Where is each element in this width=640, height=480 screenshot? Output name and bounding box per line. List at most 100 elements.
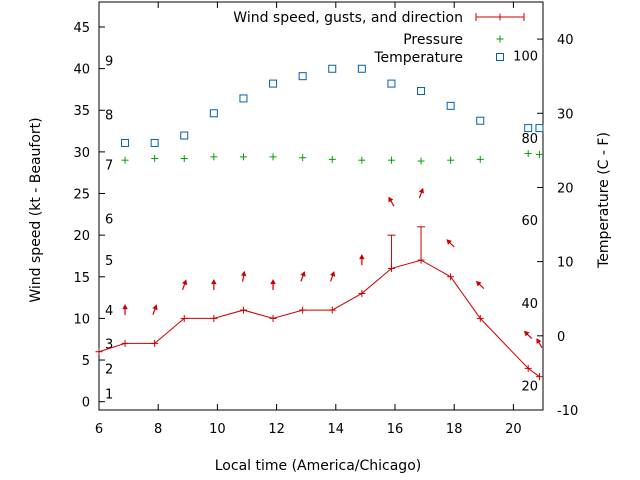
temperature-point (209, 109, 218, 118)
wind-direction-arrow (240, 270, 247, 282)
pressure-point (328, 155, 336, 163)
temperature-point (328, 64, 337, 73)
beaufort-label: 8 (105, 108, 113, 123)
pressure-point (121, 156, 129, 164)
y2-tick-label: 40 (557, 33, 574, 48)
y-tick-label: 25 (73, 188, 90, 203)
y2-tick-label: 10 (557, 256, 574, 271)
pressure-point (447, 156, 455, 164)
wind-direction-arrow (388, 196, 395, 207)
temperature-point (239, 94, 248, 103)
gust-bar (417, 226, 426, 261)
plot-frame (98, 1, 544, 411)
wind-speed-point (299, 306, 307, 314)
wind-speed-point (180, 314, 188, 322)
y2-tick-label: 20 (557, 181, 574, 196)
beaufort-label: 2 (105, 362, 113, 377)
wind-speed-line (98, 259, 540, 378)
wind-speed-point (121, 339, 129, 347)
beaufort-label: 3 (105, 337, 113, 352)
y-axis-label: Wind speed (kt - Beaufort) (28, 117, 44, 302)
gust-bar (387, 234, 396, 269)
temperature-point (387, 79, 396, 88)
axes-layer: 6 8 10 12 14 16 18 20051015202530354045-1001020… (73, 1, 578, 437)
y-tick-label: 5 (82, 354, 90, 369)
temperature-point (476, 116, 485, 125)
legend-sample-pressure (496, 35, 504, 43)
temperature-point (150, 138, 159, 147)
legend-label-wind: Wind speed, gusts, and direction (233, 10, 463, 26)
fahrenheit-label: 100 (513, 49, 538, 64)
x-tick-label: 12 (268, 422, 285, 437)
x-tick-label: 14 (328, 422, 345, 437)
wind-direction-arrow (446, 239, 455, 248)
x-tick-label: 6 (95, 422, 103, 437)
wind-speed-point (151, 339, 159, 347)
wind-direction-arrow (475, 280, 485, 290)
temperature-point (535, 124, 544, 133)
beaufort-label: 6 (105, 212, 113, 227)
y-tick-label: 35 (73, 104, 90, 119)
wind-speed-point (210, 314, 218, 322)
legend-sample-temperature (496, 53, 504, 61)
wind-direction-arrow (270, 279, 276, 291)
temperature-point (417, 87, 426, 96)
fahrenheit-label: 40 (521, 297, 538, 312)
temperature-point (269, 79, 278, 88)
wind-speed-point (535, 373, 543, 381)
pressure-point (269, 153, 277, 161)
pressure-point (524, 150, 532, 158)
beaufort-label: 4 (105, 304, 113, 319)
pressure-point (535, 150, 543, 158)
wind-speed-point (328, 306, 336, 314)
temperature-point (446, 101, 455, 110)
y-tick-label: 30 (73, 146, 90, 161)
y-tick-label: 45 (73, 21, 90, 36)
x-tick-label: 10 (209, 422, 226, 437)
legend: Wind speed, gusts, and direction Pressure… (233, 10, 525, 66)
x-tick-label: 16 (387, 422, 404, 437)
y-tick-label: 40 (73, 63, 90, 78)
beaufort-label: 7 (105, 158, 113, 173)
wind-direction-arrow (211, 279, 217, 291)
y2-tick-label: 30 (557, 107, 574, 122)
beaufort-label: 5 (105, 254, 113, 269)
wind-speed-point (239, 306, 247, 314)
legend-label-temperature: Temperature (373, 50, 463, 66)
pressure-point (299, 154, 307, 162)
beaufort-label: 1 (105, 387, 113, 402)
y2-tick-label: -10 (557, 404, 578, 419)
wind-direction-arrow (122, 304, 128, 316)
pressure-point (417, 157, 425, 165)
fahrenheit-label: 60 (521, 214, 538, 229)
pressure-point (180, 155, 188, 163)
temperature-point (524, 124, 533, 133)
wind-speed-point (524, 364, 532, 372)
y-tick-label: 10 (73, 312, 90, 327)
wind-speed-point (269, 314, 277, 322)
y-tick-label: 0 (82, 396, 90, 411)
y2-axis-label: Temperature (C - F) (596, 132, 612, 269)
x-tick-label: 8 (154, 422, 162, 437)
beaufort-label: 9 (105, 54, 113, 69)
wind-direction-arrow (418, 187, 424, 199)
wind-speed-point (476, 314, 484, 322)
wind-direction-arrow (536, 338, 543, 349)
pressure-point (476, 155, 484, 163)
wind-direction-arrow (329, 271, 336, 282)
y-tick-label: 20 (73, 229, 90, 244)
pressure-point (387, 156, 395, 164)
x-tick-label: 20 (505, 422, 522, 437)
temperature-point (121, 138, 130, 147)
y2-tick-label: 0 (557, 330, 565, 345)
pressure-point (358, 156, 366, 164)
pressure-point (151, 155, 159, 163)
plot-layer (95, 64, 544, 381)
wind-direction-arrow (181, 279, 188, 291)
x-axis-label: Local time (America/Chicago) (215, 458, 421, 474)
y-tick-label: 15 (73, 271, 90, 286)
legend-sample-wind (475, 13, 525, 21)
temperature-point (357, 64, 366, 73)
legend-label-pressure: Pressure (403, 32, 463, 48)
